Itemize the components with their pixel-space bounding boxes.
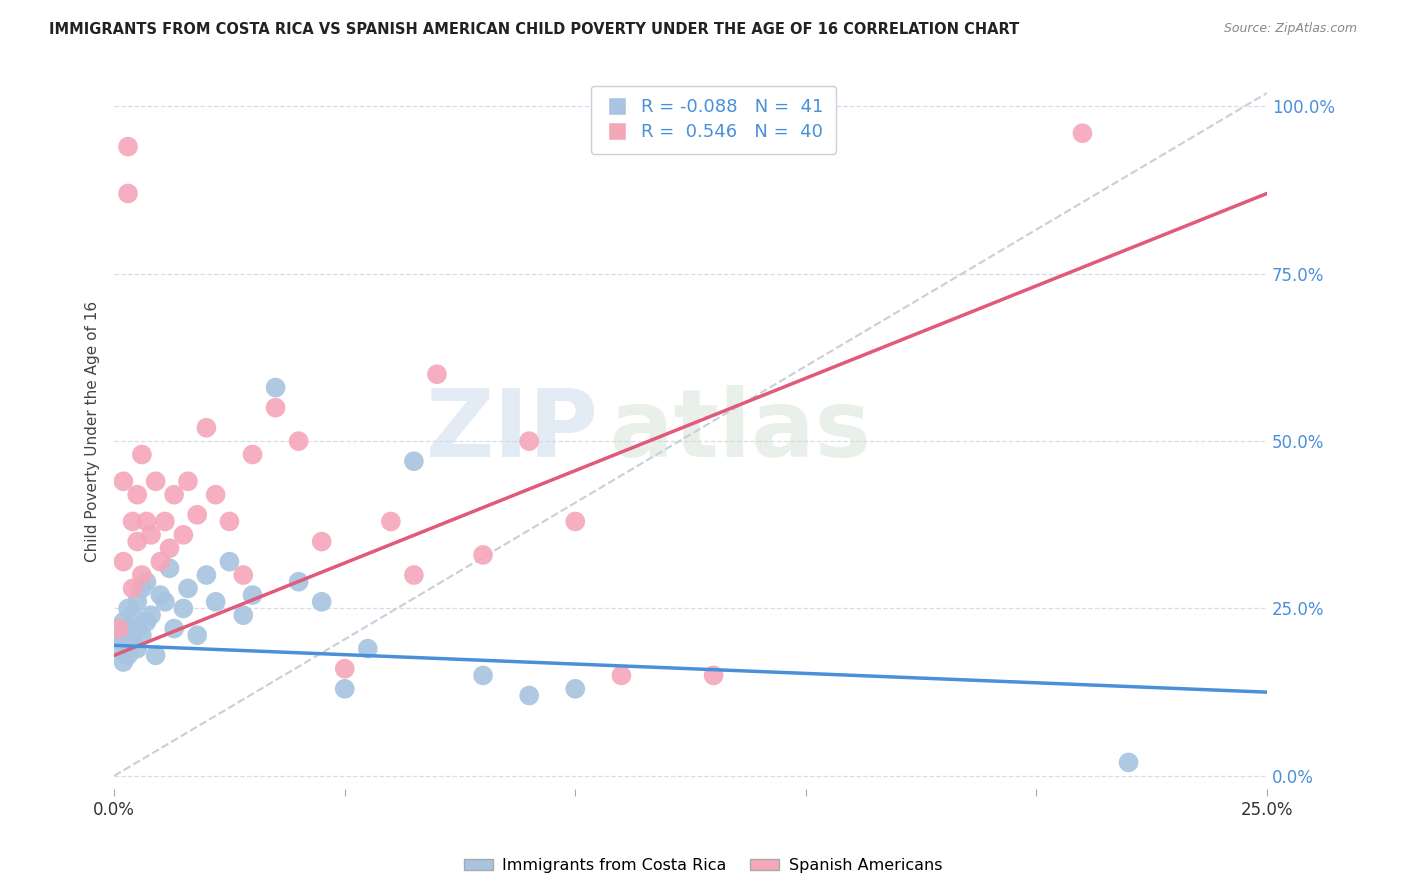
Point: [402, 454, 425, 468]
Point: [564, 681, 586, 696]
Point: [112, 655, 135, 669]
Point: [177, 582, 200, 596]
Point: [107, 622, 129, 636]
Y-axis label: Child Poverty Under the Age of 16: Child Poverty Under the Age of 16: [86, 301, 100, 562]
Point: [232, 568, 254, 582]
Point: [139, 608, 162, 623]
Point: [610, 668, 633, 682]
Point: [121, 515, 143, 529]
Point: [195, 568, 218, 582]
Point: [107, 628, 129, 642]
Point: [112, 475, 135, 489]
Text: ZIP: ZIP: [426, 385, 599, 477]
Point: [311, 595, 333, 609]
Point: [117, 601, 139, 615]
Point: [159, 541, 181, 556]
Point: [159, 561, 181, 575]
Point: [112, 555, 135, 569]
Point: [135, 515, 157, 529]
Point: [242, 448, 264, 462]
Point: [117, 648, 139, 663]
Point: [333, 662, 356, 676]
Point: [131, 628, 153, 642]
Point: [121, 635, 143, 649]
Point: [153, 595, 176, 609]
Point: [121, 582, 143, 596]
Point: [117, 186, 139, 201]
Point: [472, 668, 495, 682]
Point: [127, 488, 149, 502]
Point: [195, 421, 218, 435]
Point: [135, 574, 157, 589]
Point: [1118, 756, 1140, 770]
Point: [232, 608, 254, 623]
Point: [242, 588, 264, 602]
Point: [426, 368, 449, 382]
Point: [186, 628, 208, 642]
Point: [177, 475, 200, 489]
Point: [311, 534, 333, 549]
Point: [1071, 126, 1094, 140]
Point: [517, 434, 540, 449]
Point: [117, 139, 139, 153]
Text: atlas: atlas: [610, 385, 870, 477]
Point: [127, 595, 149, 609]
Point: [139, 528, 162, 542]
Point: [333, 681, 356, 696]
Legend: Immigrants from Costa Rica, Spanish Americans: Immigrants from Costa Rica, Spanish Amer…: [457, 852, 949, 880]
Point: [112, 615, 135, 629]
Point: [131, 568, 153, 582]
Point: [264, 401, 287, 415]
Point: [127, 622, 149, 636]
Point: [564, 515, 586, 529]
Point: [380, 515, 402, 529]
Point: [172, 601, 194, 615]
Text: IMMIGRANTS FROM COSTA RICA VS SPANISH AMERICAN CHILD POVERTY UNDER THE AGE OF 16: IMMIGRANTS FROM COSTA RICA VS SPANISH AM…: [49, 22, 1019, 37]
Point: [1393, 662, 1406, 676]
Point: [107, 641, 129, 656]
Point: [204, 595, 226, 609]
Point: [287, 574, 309, 589]
Point: [153, 515, 176, 529]
Point: [163, 488, 186, 502]
Point: [204, 488, 226, 502]
Point: [121, 608, 143, 623]
Point: [149, 555, 172, 569]
Point: [472, 548, 495, 562]
Point: [172, 528, 194, 542]
Point: [703, 668, 725, 682]
Point: [163, 622, 186, 636]
Point: [149, 588, 172, 602]
Point: [117, 622, 139, 636]
Point: [127, 534, 149, 549]
Point: [112, 635, 135, 649]
Point: [517, 689, 540, 703]
Point: [135, 615, 157, 629]
Point: [287, 434, 309, 449]
Point: [264, 381, 287, 395]
Point: [186, 508, 208, 522]
Text: Source: ZipAtlas.com: Source: ZipAtlas.com: [1223, 22, 1357, 36]
Point: [131, 448, 153, 462]
Point: [145, 648, 167, 663]
Point: [402, 568, 425, 582]
Point: [218, 515, 240, 529]
Legend: R = -0.088   N =  41, R =  0.546   N =  40: R = -0.088 N = 41, R = 0.546 N = 40: [591, 86, 837, 154]
Point: [131, 582, 153, 596]
Point: [127, 641, 149, 656]
Point: [218, 555, 240, 569]
Point: [145, 475, 167, 489]
Point: [357, 641, 380, 656]
